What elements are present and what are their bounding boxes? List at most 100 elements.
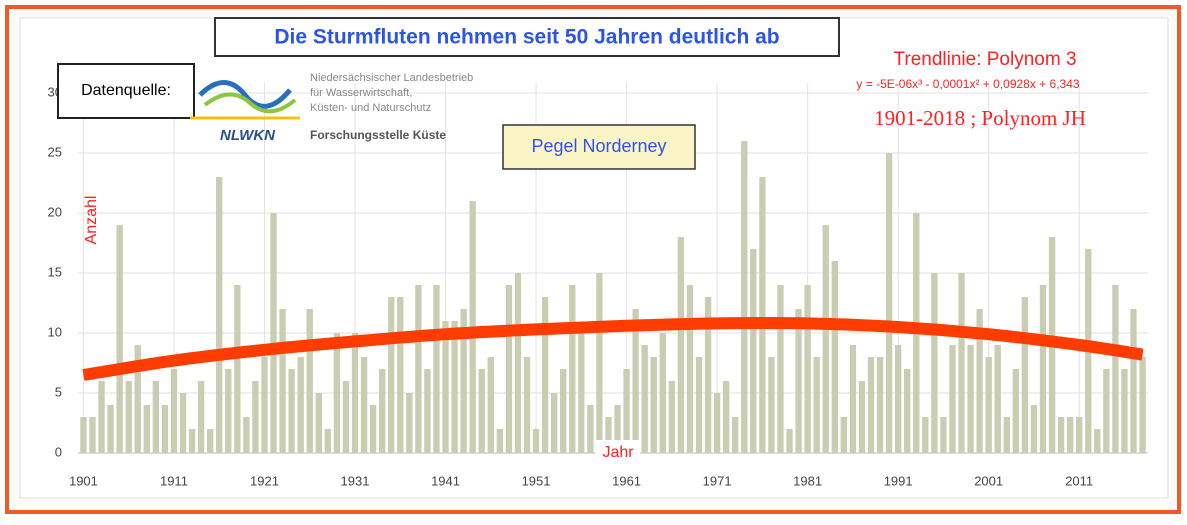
source-org: Küsten- und Naturschutz — [310, 102, 431, 114]
bar — [768, 357, 775, 453]
bar — [632, 309, 639, 453]
y-tick-label: 25 — [48, 144, 62, 159]
bar — [822, 225, 829, 453]
bar — [170, 369, 178, 453]
bar — [1076, 417, 1083, 453]
bar — [949, 345, 956, 453]
bar — [369, 405, 377, 453]
trend-title: Trendlinie: Polynom 3 — [893, 49, 1076, 70]
logo-wave — [203, 92, 297, 114]
x-tick-label: 1921 — [250, 473, 279, 488]
bar — [252, 381, 259, 453]
x-tick-label: 1991 — [884, 473, 913, 488]
bar — [297, 357, 304, 453]
title-box — [214, 17, 840, 57]
bar — [777, 285, 784, 453]
bar — [1130, 309, 1137, 453]
bar — [279, 309, 286, 453]
bar — [813, 357, 820, 453]
bar — [442, 321, 449, 453]
bar — [786, 429, 793, 453]
bar — [623, 369, 630, 453]
bar — [732, 417, 739, 453]
bar — [578, 333, 585, 453]
x-tick-label: 1971 — [703, 473, 732, 488]
bar — [433, 285, 440, 453]
y-tick-label: 0 — [55, 444, 62, 459]
bar — [804, 285, 811, 453]
bar — [641, 345, 648, 453]
x-label-bg — [596, 440, 640, 464]
bar — [487, 357, 494, 453]
bar — [234, 285, 241, 453]
bar — [713, 393, 721, 453]
bar — [614, 405, 621, 453]
bar — [922, 417, 929, 453]
bar — [406, 393, 413, 453]
bar — [722, 381, 730, 453]
bar — [206, 429, 214, 453]
bar — [668, 381, 676, 453]
bar — [759, 177, 766, 453]
y-tick-label: 20 — [48, 204, 62, 219]
bar — [994, 345, 1001, 453]
bar — [288, 369, 295, 453]
bar — [397, 297, 404, 453]
bar — [940, 417, 947, 453]
bar — [605, 417, 612, 453]
bar — [523, 357, 531, 453]
bar — [1121, 369, 1128, 453]
bar — [885, 153, 893, 453]
bar — [161, 405, 169, 453]
bar — [858, 381, 866, 453]
y-tick-label: 15 — [48, 264, 62, 279]
bar — [342, 381, 350, 453]
bar — [1094, 429, 1101, 453]
bar — [1057, 417, 1065, 453]
station-label: Pegel Norderney — [531, 136, 666, 156]
bar — [98, 381, 105, 453]
y-axis-label: Anzahl — [83, 196, 100, 245]
logo-wave — [198, 80, 292, 109]
bar — [324, 429, 332, 453]
bar — [985, 357, 992, 453]
bar — [695, 357, 703, 453]
x-tick-label: 2001 — [974, 473, 1003, 488]
source-label: Datenquelle: — [81, 82, 171, 99]
logo-text: NLWKN — [220, 127, 276, 144]
x-tick-label: 2011 — [1065, 473, 1093, 488]
bar — [270, 213, 277, 453]
bar — [107, 405, 114, 453]
bar — [388, 297, 395, 453]
bar — [550, 393, 558, 453]
bar — [867, 357, 875, 453]
bar — [378, 369, 386, 453]
bar — [569, 285, 576, 453]
x-tick-label: 1901 — [69, 473, 98, 488]
bar — [1103, 369, 1110, 453]
bar — [152, 381, 160, 453]
bar — [840, 417, 848, 453]
trend-equation: y = -5E-06x³ - 0,0001x² + 0,0928x + 6,34… — [856, 77, 1079, 91]
bar — [587, 405, 594, 453]
x-tick-label: 1941 — [431, 473, 460, 488]
bar — [976, 309, 983, 453]
bar — [704, 297, 712, 453]
bar — [225, 369, 232, 453]
bar — [1039, 285, 1047, 453]
bar — [1066, 417, 1074, 453]
bar — [894, 345, 902, 453]
trend-note: 1901-2018 ; Polynom JH — [874, 106, 1086, 130]
bar — [188, 429, 196, 453]
y-tick-label: 5 — [55, 384, 62, 399]
bar — [197, 381, 205, 453]
bar — [460, 309, 467, 453]
bar — [659, 333, 666, 453]
bar — [831, 261, 838, 453]
bar — [1030, 405, 1038, 453]
bar — [795, 309, 802, 453]
trend-line — [82, 317, 1144, 381]
bar — [478, 369, 485, 453]
